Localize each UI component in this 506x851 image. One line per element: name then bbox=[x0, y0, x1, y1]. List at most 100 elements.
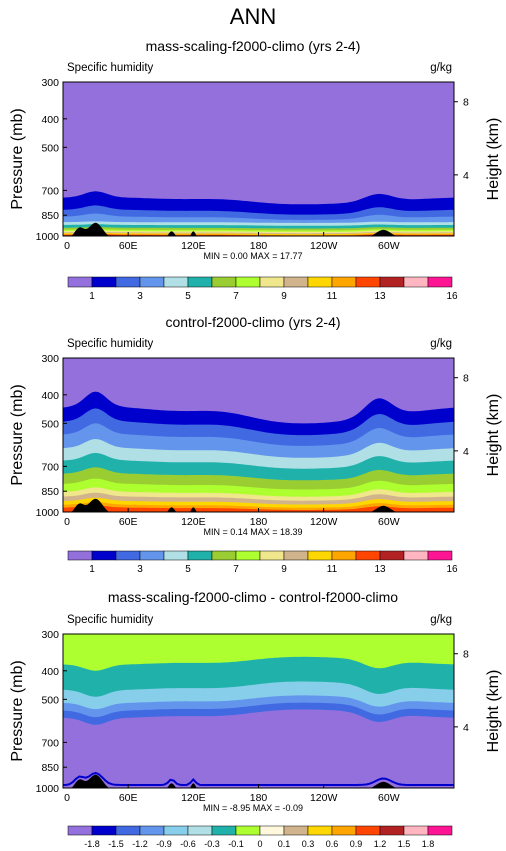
panel-title: control-f2000-climo (yrs 2-4) bbox=[165, 314, 340, 330]
x-tick-label: 120E bbox=[181, 792, 206, 804]
x-tick-label: 120W bbox=[310, 516, 338, 528]
y-tick-label: 400 bbox=[41, 390, 59, 402]
colorbar-swatch bbox=[163, 550, 189, 561]
y-axis-label: Pressure (mb) bbox=[9, 660, 26, 761]
right-axis-label: Height (km) bbox=[485, 670, 502, 753]
panel-title: mass-scaling-f2000-climo (yrs 2-4) bbox=[146, 38, 361, 54]
colorbar-swatch bbox=[211, 276, 237, 288]
contour-band bbox=[63, 505, 454, 512]
colorbar-swatch bbox=[115, 825, 141, 836]
colorbar-swatch bbox=[259, 825, 285, 836]
topography bbox=[63, 774, 454, 788]
topography bbox=[63, 498, 454, 512]
colorbar-swatch bbox=[91, 276, 117, 288]
y-tick-label: 300 bbox=[41, 353, 59, 365]
colorbar-label: 13 bbox=[374, 291, 386, 302]
figure-title: ANN bbox=[229, 4, 277, 29]
colorbar-swatch bbox=[163, 276, 189, 288]
colorbar-label: -0.6 bbox=[180, 839, 196, 849]
colorbar-label: -0.1 bbox=[228, 839, 244, 849]
colorbar-swatch bbox=[235, 825, 261, 836]
colorbar-swatch bbox=[355, 276, 381, 288]
colorbar-swatch bbox=[259, 276, 285, 288]
topography bbox=[63, 222, 454, 236]
x-tick-label: 120W bbox=[310, 240, 338, 252]
colorbar-swatch bbox=[163, 825, 189, 836]
right-tick-label: 4 bbox=[463, 446, 469, 458]
contour-fills bbox=[63, 191, 454, 236]
y-tick-label: 300 bbox=[41, 629, 59, 641]
y-tick-label: 850 bbox=[41, 210, 59, 222]
colorbar-label: 16 bbox=[446, 564, 458, 575]
variable-label: Specific humidity bbox=[67, 338, 154, 350]
right-axis-label: Height (km) bbox=[485, 118, 502, 201]
min-max-label: MIN = -8.95 MAX = -0.09 bbox=[203, 803, 303, 813]
colorbar-swatch bbox=[331, 550, 357, 561]
colorbar-swatch bbox=[427, 276, 453, 288]
colorbar-swatch bbox=[187, 825, 213, 836]
colorbar-swatch bbox=[139, 550, 165, 561]
y-tick-label: 850 bbox=[41, 486, 59, 498]
colorbar-swatch bbox=[187, 550, 213, 561]
colorbar-swatch bbox=[187, 276, 213, 288]
colorbar-swatch bbox=[427, 550, 453, 561]
y-tick-label: 700 bbox=[41, 737, 59, 749]
y-tick-label: 1000 bbox=[36, 231, 60, 243]
right-axis-label: Height (km) bbox=[485, 394, 502, 477]
y-tick-label: 700 bbox=[41, 185, 59, 197]
colorbar-swatch bbox=[403, 550, 429, 561]
y-tick-label: 1000 bbox=[36, 783, 60, 795]
colorbar-swatch bbox=[331, 276, 357, 288]
colorbar-label: 0 bbox=[257, 839, 262, 849]
y-tick-label: 1000 bbox=[36, 507, 60, 519]
colorbar-label: 11 bbox=[327, 564, 338, 575]
colorbar-swatch bbox=[427, 825, 453, 836]
colorbar-label: -0.9 bbox=[156, 839, 172, 849]
colorbar-swatch bbox=[331, 825, 357, 836]
colorbar-swatch bbox=[139, 825, 165, 836]
contour-band bbox=[63, 634, 454, 671]
variable-label: Specific humidity bbox=[67, 62, 154, 74]
x-tick-label: 120E bbox=[181, 516, 206, 528]
right-tick-label: 8 bbox=[463, 97, 469, 109]
panel-2: control-f2000-climo (yrs 2-4) Specific hu… bbox=[9, 314, 502, 575]
colorbar-swatch bbox=[211, 825, 237, 836]
colorbar-label: 1.5 bbox=[398, 839, 411, 849]
x-tick-label: 60E bbox=[119, 240, 138, 252]
colorbar-label: 13 bbox=[374, 564, 386, 575]
units-label: g/kg bbox=[430, 614, 452, 626]
colorbar-swatch bbox=[115, 276, 141, 288]
colorbar-swatch bbox=[403, 825, 429, 836]
colorbar-swatch bbox=[211, 550, 237, 561]
colorbar-swatch bbox=[379, 276, 405, 288]
colorbar-swatch bbox=[139, 276, 165, 288]
colorbar-label: 11 bbox=[327, 291, 338, 302]
x-tick-label: 0 bbox=[64, 240, 70, 252]
colorbar-swatch bbox=[379, 550, 405, 561]
y-tick-label: 400 bbox=[41, 666, 59, 678]
colorbar-swatch bbox=[91, 825, 117, 836]
y-tick-label: 850 bbox=[41, 762, 59, 774]
colorbar-label: 3 bbox=[137, 564, 143, 575]
y-tick-label: 700 bbox=[41, 461, 59, 473]
y-tick-label: 500 bbox=[41, 142, 59, 154]
colorbar-swatch bbox=[235, 550, 261, 561]
x-tick-label: 0 bbox=[64, 516, 70, 528]
y-tick-label: 500 bbox=[41, 418, 59, 430]
x-tick-label: 60W bbox=[378, 516, 400, 528]
colorbar-swatch bbox=[379, 825, 405, 836]
colorbar-label: 0.3 bbox=[302, 839, 315, 849]
colorbar-label: 3 bbox=[137, 291, 143, 302]
panel-3: mass-scaling-f2000-climo - control-f2000… bbox=[9, 589, 502, 849]
colorbar-swatch bbox=[235, 276, 261, 288]
min-max-label: MIN = 0.00 MAX = 17.77 bbox=[203, 251, 302, 261]
colorbar-label: 16 bbox=[446, 291, 458, 302]
colorbar-swatch bbox=[67, 550, 93, 561]
x-tick-label: 60W bbox=[378, 792, 400, 804]
colorbar-swatch bbox=[67, 276, 93, 288]
units-label: g/kg bbox=[430, 62, 452, 74]
variable-label: Specific humidity bbox=[67, 614, 154, 626]
panel-title: mass-scaling-f2000-climo - control-f2000… bbox=[108, 589, 398, 605]
colorbar-label: 7 bbox=[233, 564, 239, 575]
colorbar-label: 1 bbox=[89, 291, 95, 302]
